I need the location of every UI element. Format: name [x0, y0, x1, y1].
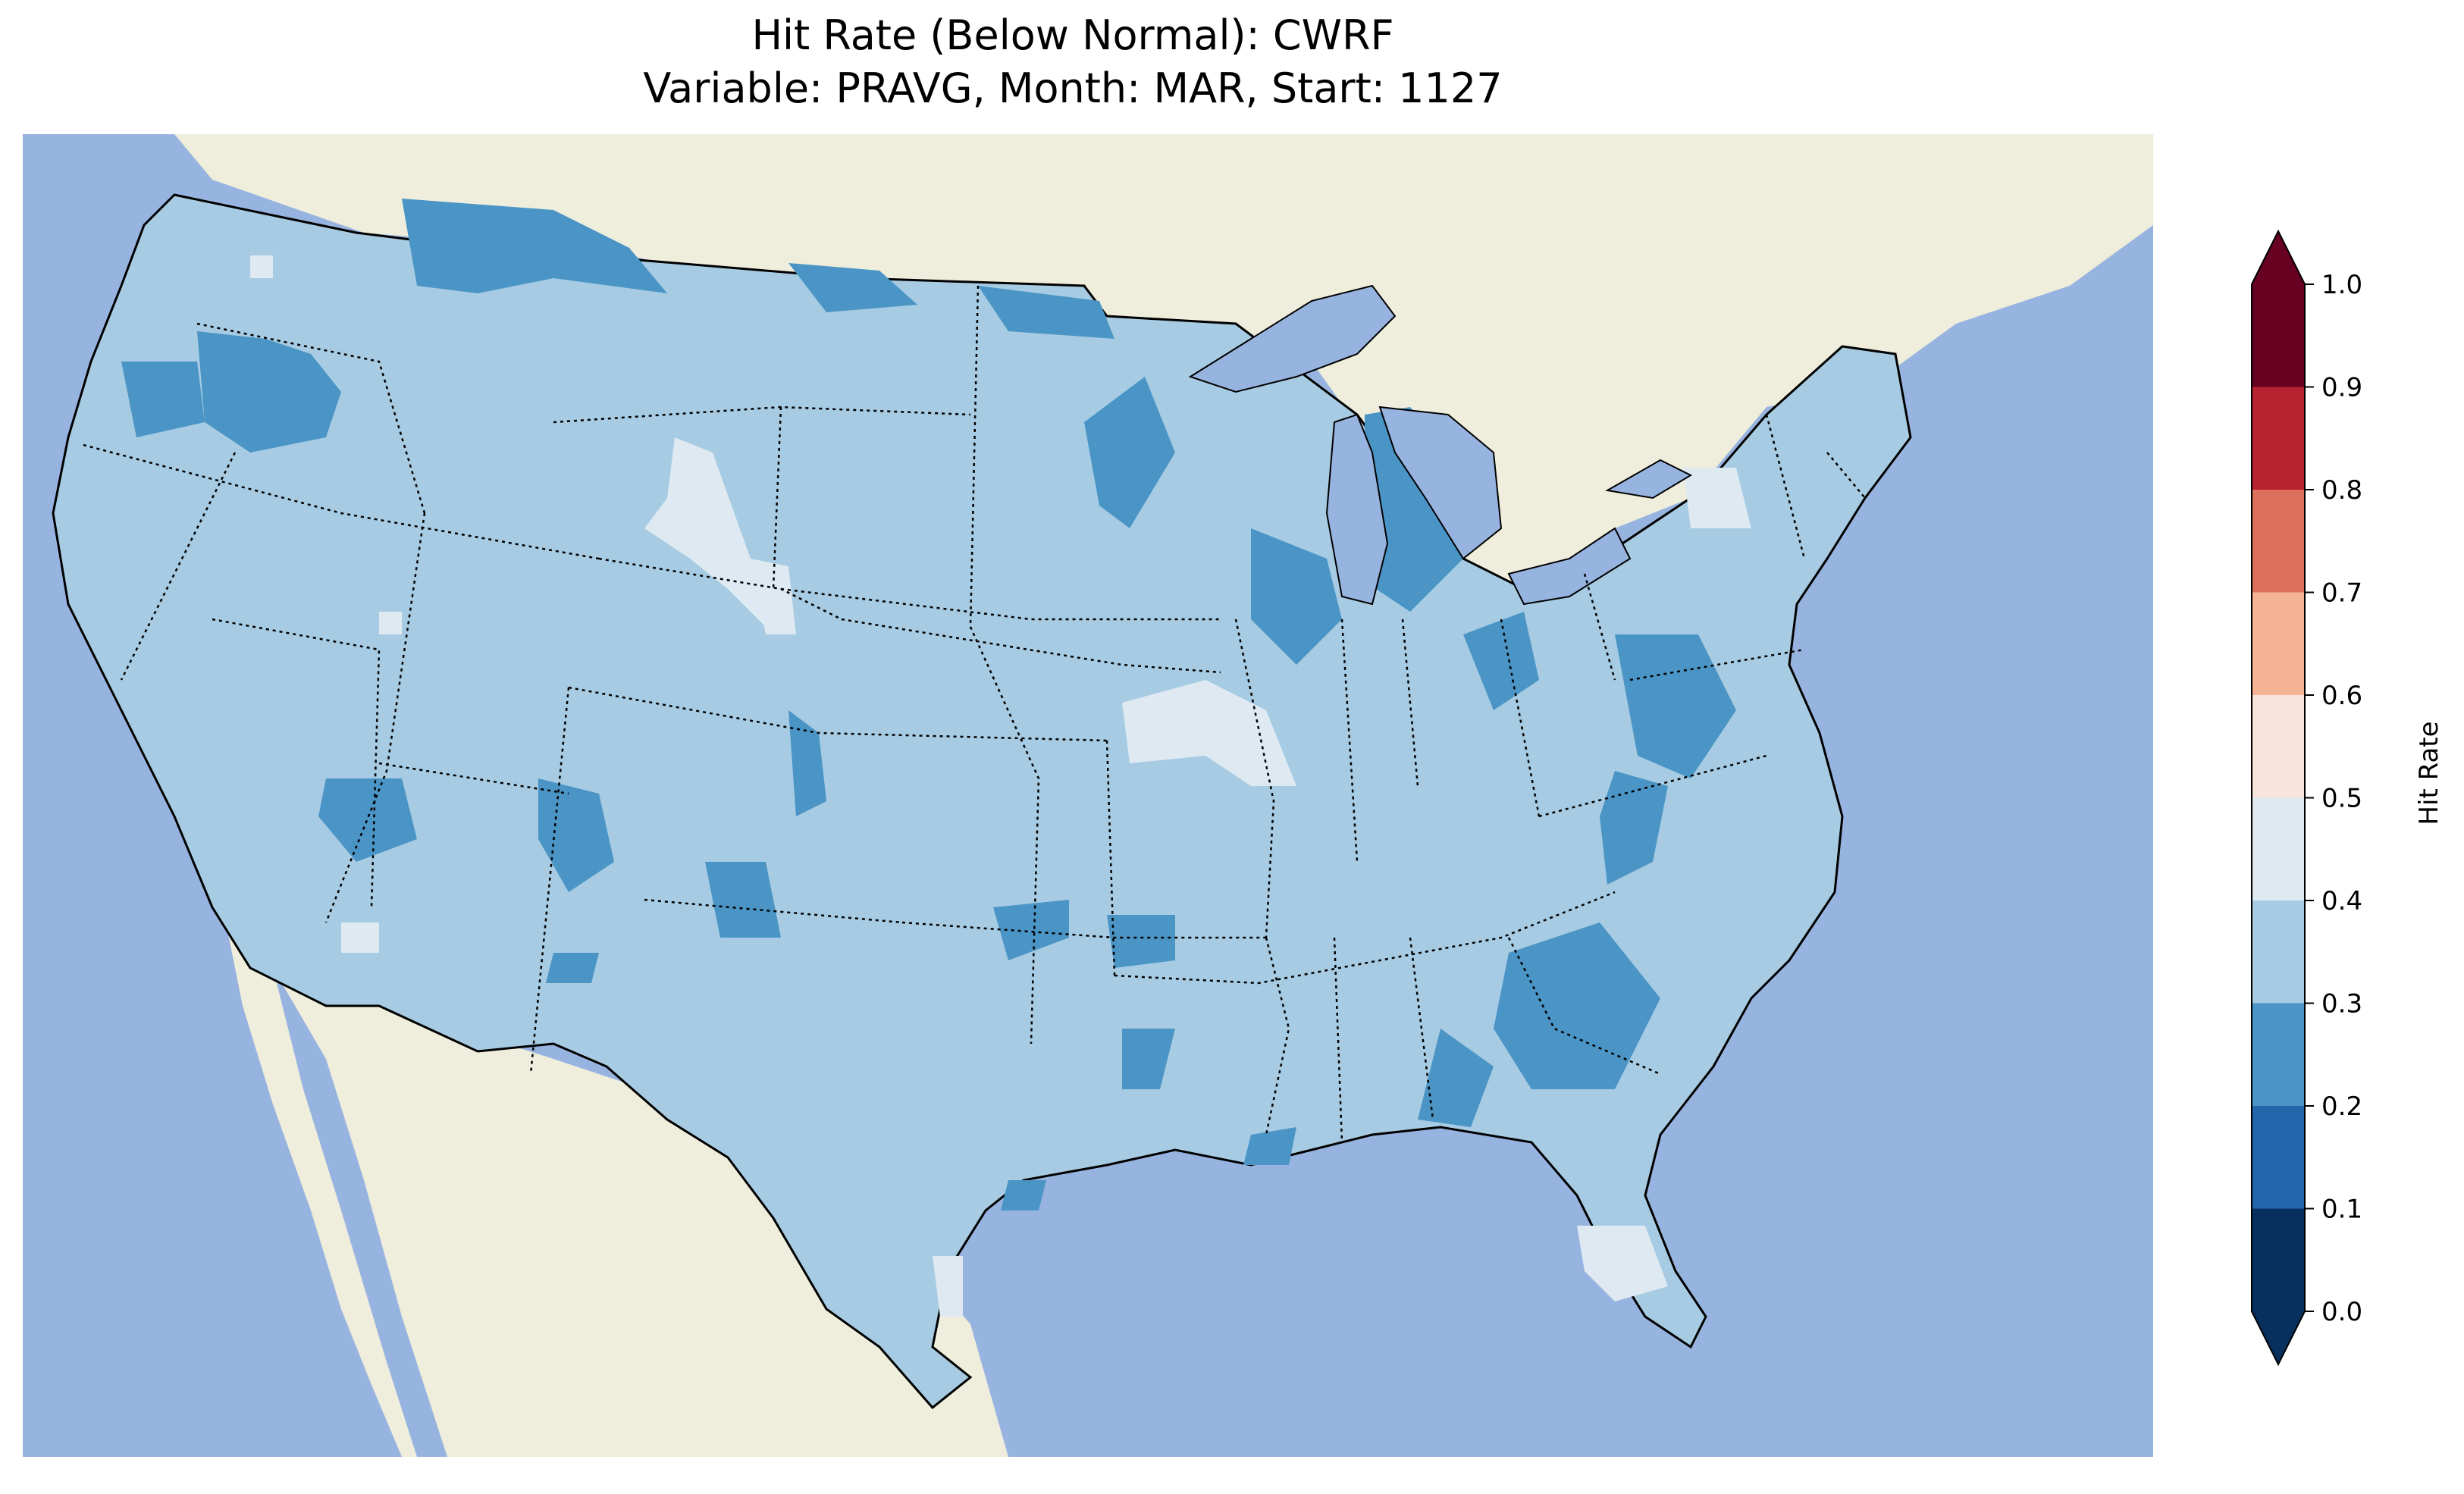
colorbar-bin: [2252, 387, 2305, 490]
colorbar: 0.0 0.1 0.2 0.3 0.4 0.5 0.6 0.7 0.8 0.9 1.0 Hit Ra…: [2251, 229, 2444, 1367]
colorbar-bin: [2252, 695, 2305, 798]
state-boundaries: [83, 285, 1866, 1143]
colorbar-tick-label: 0.6: [2321, 681, 2362, 711]
great-lakes: [1188, 284, 1693, 606]
mexico-land: [227, 930, 1008, 1457]
colorbar-tick-label: 0.5: [2321, 784, 2362, 814]
colorbar-label: Hit Rate: [2414, 721, 2444, 825]
colorbar-extend-min: [2252, 1311, 2305, 1364]
colorbar-bin: [2252, 1003, 2305, 1106]
colorbar-ticks: 0.0 0.1 0.2 0.3 0.4 0.5 0.6 0.7 0.8 0.9 1.0: [2305, 270, 2362, 1327]
colorbar-bin: [2252, 284, 2305, 387]
map-subtitle: Variable: PRAVG, Month: MAR, Start: 1127: [643, 64, 1503, 112]
colorbar-bin: [2252, 900, 2305, 1004]
colorbar-tick-label: 0.7: [2321, 578, 2362, 609]
class-0.4-0.5-patches: [250, 255, 1751, 1317]
colorbar-tick-label: 0.1: [2321, 1195, 2362, 1225]
us-map: [23, 134, 2153, 1457]
colorbar-bin: [2252, 490, 2305, 593]
colorbar-tick-label: 0.2: [2321, 1092, 2362, 1122]
colorbar-tick-label: 0.8: [2321, 475, 2362, 506]
map-title: Hit Rate (Below Normal): CWRF: [751, 11, 1394, 59]
colorbar-tick-label: 0.0: [2321, 1297, 2362, 1327]
gulf-water: [273, 968, 447, 1457]
colorbar-tick-label: 0.9: [2321, 373, 2362, 403]
colorbar-bin: [2252, 1208, 2305, 1311]
colorbar-bins: [2251, 229, 2306, 1367]
colorbar-bin: [2252, 1106, 2305, 1209]
colorbar-tick-label: 1.0: [2321, 270, 2362, 300]
class-0.2-0.3-patches: [121, 199, 1736, 1211]
colorbar-bin: [2252, 592, 2305, 695]
colorbar-tick-label: 0.3: [2321, 989, 2362, 1019]
colorbar-tick-label: 0.4: [2321, 886, 2362, 916]
colorbar-bin: [2252, 797, 2305, 900]
colorbar-extend-max: [2252, 231, 2305, 284]
